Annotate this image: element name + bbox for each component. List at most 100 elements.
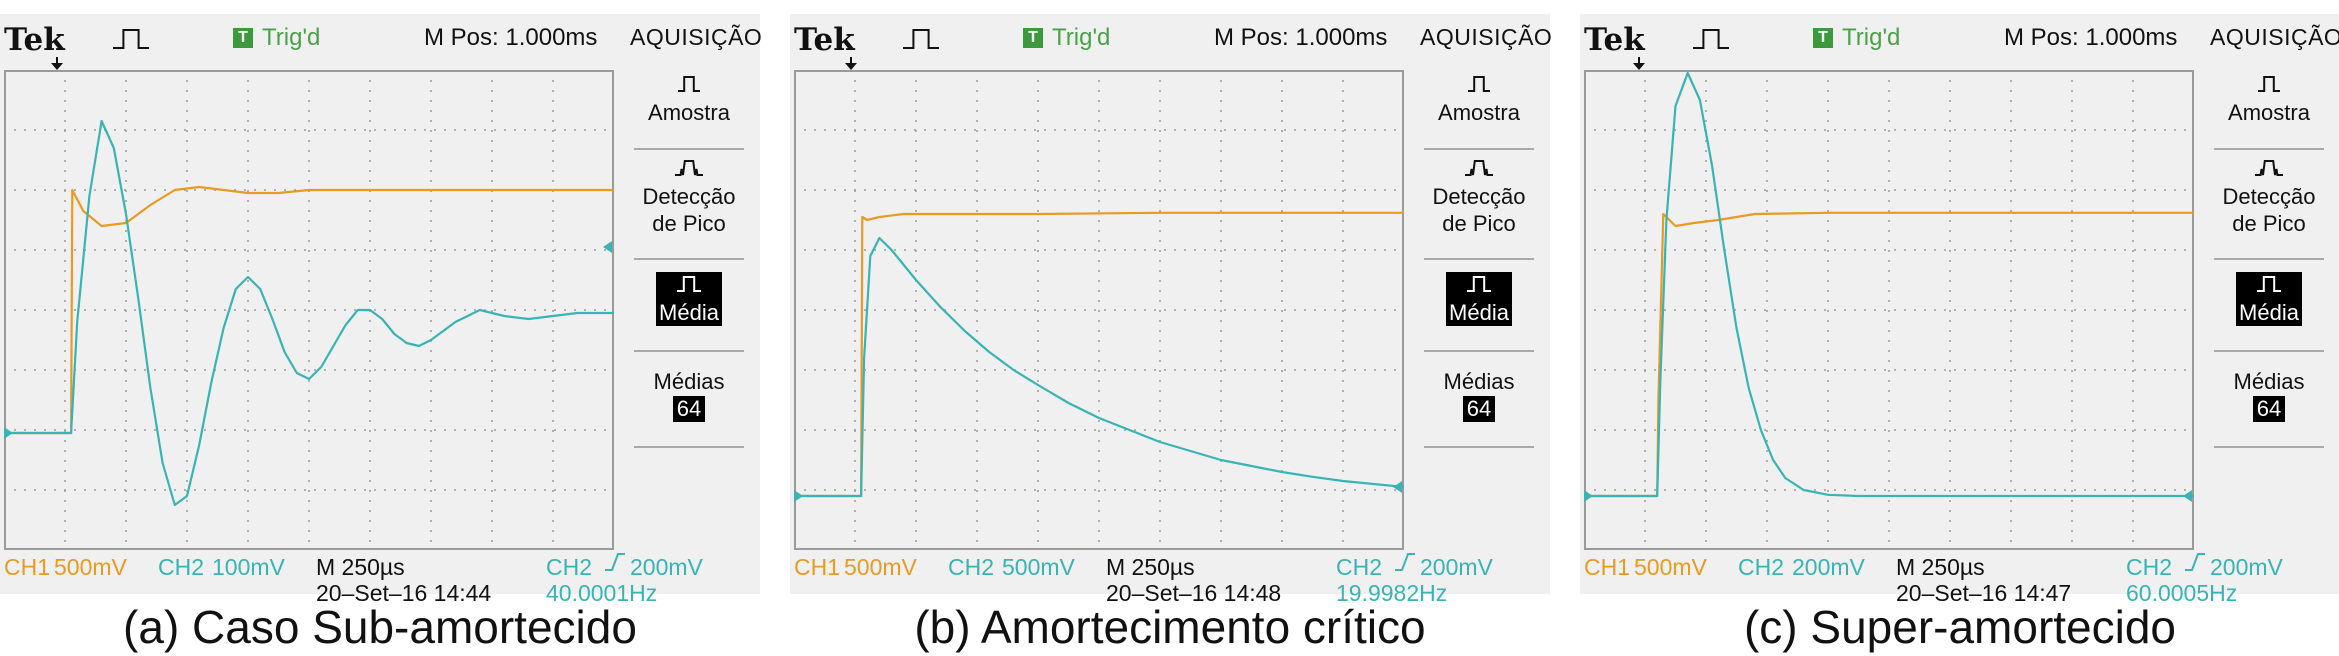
menu-medias-label: Médias bbox=[653, 369, 725, 394]
average-pulse-icon bbox=[2239, 272, 2299, 299]
menu-deteccao-label: Detecção bbox=[1432, 184, 1526, 209]
rising-edge-icon bbox=[2184, 550, 2206, 580]
oscilloscope-screen: Tek T Trig'd M Pos: 1.000ms AQUISIÇÃO Am… bbox=[0, 14, 763, 606]
oscilloscope-screen: Tek T Trig'd M Pos: 1.000ms AQUISIÇÃO Am… bbox=[1580, 14, 2339, 606]
peak-detect-icon bbox=[1420, 156, 1538, 183]
horizontal-position: M Pos: 1.000ms bbox=[1214, 24, 1388, 51]
menu-media-label: Média bbox=[1449, 300, 1509, 325]
menu-medias[interactable]: Médias 64 bbox=[630, 368, 748, 422]
sample-pulse-icon bbox=[1420, 72, 1538, 99]
trigger-level: 200mV bbox=[1420, 554, 1493, 580]
timebase: M 250µs bbox=[1106, 554, 1195, 580]
ch2-scale: 100mV bbox=[212, 554, 285, 580]
menu-deteccao-pico[interactable]: Detecção de Pico bbox=[630, 156, 748, 237]
trigger-position-arrow-icon bbox=[844, 57, 858, 76]
menu-amostra[interactable]: Amostra bbox=[1420, 72, 1538, 126]
ch2-ground-marker-icon bbox=[794, 490, 803, 502]
menu-separator bbox=[634, 350, 744, 352]
menu-amostra[interactable]: Amostra bbox=[2210, 72, 2328, 126]
trigger-level: 200mV bbox=[630, 554, 703, 580]
menu-media-selected: Média bbox=[1446, 272, 1512, 326]
menu-pico-label: de Pico bbox=[652, 211, 726, 236]
panel-caption: (b) Amortecimento crítico bbox=[914, 601, 1426, 653]
waveform-graticule bbox=[1584, 70, 2194, 550]
average-pulse-icon bbox=[1449, 272, 1509, 299]
menu-separator bbox=[1424, 350, 1534, 352]
menu-medias[interactable]: Médias 64 bbox=[1420, 368, 1538, 422]
menu-pico-label: de Pico bbox=[2232, 211, 2306, 236]
brand-logo: Tek bbox=[1584, 22, 1645, 58]
peak-detect-icon bbox=[2210, 156, 2328, 183]
menu-media-selected: Média bbox=[2236, 272, 2302, 326]
frequency-readout: 60.0005Hz bbox=[2126, 580, 2238, 606]
panel-caption: (c) Super-amortecido bbox=[1743, 601, 2177, 653]
date-time: 20–Set–16 14:47 bbox=[1896, 580, 2072, 606]
brand-logo: Tek bbox=[794, 22, 855, 58]
run-pulse-icon bbox=[1692, 28, 1730, 55]
peak-detect-icon bbox=[630, 156, 748, 183]
menu-separator bbox=[634, 148, 744, 150]
ch2-ground-marker-icon bbox=[4, 427, 13, 439]
ch1-label: CH1 bbox=[4, 554, 51, 580]
menu-medias-value: 64 bbox=[1462, 396, 1496, 422]
waveform-graticule bbox=[4, 70, 614, 550]
menu-deteccao-pico[interactable]: Detecção de Pico bbox=[2210, 156, 2328, 237]
menu-amostra-label: Amostra bbox=[2228, 100, 2310, 125]
average-pulse-icon bbox=[659, 272, 719, 299]
menu-media-label: Média bbox=[659, 300, 719, 325]
menu-separator bbox=[1424, 446, 1534, 448]
scope-panel-0: Tek T Trig'd M Pos: 1.000ms AQUISIÇÃO Am… bbox=[0, 0, 763, 656]
menu-media[interactable]: Média bbox=[2210, 272, 2328, 326]
ch1-label: CH1 bbox=[794, 554, 841, 580]
menu-amostra[interactable]: Amostra bbox=[630, 72, 748, 126]
trigger-position-arrow-icon bbox=[1632, 57, 1646, 76]
menu-title: AQUISIÇÃO bbox=[2210, 24, 2339, 50]
ch1-scale: 500mV bbox=[54, 554, 127, 580]
trigger-level-marker-icon bbox=[1393, 481, 1402, 493]
trigger-level-marker-icon bbox=[603, 241, 612, 253]
menu-media[interactable]: Média bbox=[630, 272, 748, 326]
timebase: M 250µs bbox=[316, 554, 405, 580]
horizontal-position: M Pos: 1.000ms bbox=[424, 24, 598, 51]
date-time: 20–Set–16 14:44 bbox=[316, 580, 492, 606]
ch1-scale: 500mV bbox=[844, 554, 917, 580]
trigger-level: 200mV bbox=[2210, 554, 2283, 580]
sample-pulse-icon bbox=[2210, 72, 2328, 99]
trigger-status: Trig'd bbox=[1842, 24, 1901, 51]
menu-deteccao-label: Detecção bbox=[642, 184, 736, 209]
trigger-t-icon: T bbox=[233, 28, 253, 48]
menu-medias-label: Médias bbox=[2233, 369, 2305, 394]
waveform-graticule bbox=[794, 70, 1404, 550]
trigger-source: CH2 bbox=[1336, 554, 1383, 580]
menu-amostra-label: Amostra bbox=[648, 100, 730, 125]
trigger-source: CH2 bbox=[2126, 554, 2173, 580]
horizontal-position: M Pos: 1.000ms bbox=[2004, 24, 2178, 51]
menu-separator bbox=[2214, 350, 2324, 352]
ch2-label: CH2 bbox=[1738, 554, 1785, 580]
menu-medias-value: 64 bbox=[2252, 396, 2286, 422]
brand-logo: Tek bbox=[4, 22, 65, 58]
rising-edge-icon bbox=[604, 550, 626, 580]
waveform-ch1 bbox=[4, 185, 614, 435]
menu-separator bbox=[634, 446, 744, 448]
menu-medias[interactable]: Médias 64 bbox=[2210, 368, 2328, 422]
frequency-readout: 40.0001Hz bbox=[546, 580, 658, 606]
menu-title: AQUISIÇÃO bbox=[630, 24, 763, 50]
ch2-label: CH2 bbox=[158, 554, 205, 580]
menu-pico-label: de Pico bbox=[1442, 211, 1516, 236]
ch1-scale: 500mV bbox=[1634, 554, 1707, 580]
run-pulse-icon bbox=[112, 28, 150, 55]
waveform-ch2 bbox=[794, 236, 1404, 498]
trigger-t-icon: T bbox=[1023, 28, 1043, 48]
rising-edge-icon bbox=[1394, 550, 1416, 580]
trigger-source: CH2 bbox=[546, 554, 593, 580]
ch1-label: CH1 bbox=[1584, 554, 1631, 580]
menu-separator bbox=[2214, 148, 2324, 150]
trigger-level-marker-icon bbox=[2183, 490, 2192, 502]
menu-media[interactable]: Média bbox=[1420, 272, 1538, 326]
menu-separator bbox=[1424, 258, 1534, 260]
menu-amostra-label: Amostra bbox=[1438, 100, 1520, 125]
menu-separator bbox=[2214, 258, 2324, 260]
scope-panel-1: Tek T Trig'd M Pos: 1.000ms AQUISIÇÃO Am… bbox=[790, 0, 1552, 656]
menu-deteccao-pico[interactable]: Detecção de Pico bbox=[1420, 156, 1538, 237]
